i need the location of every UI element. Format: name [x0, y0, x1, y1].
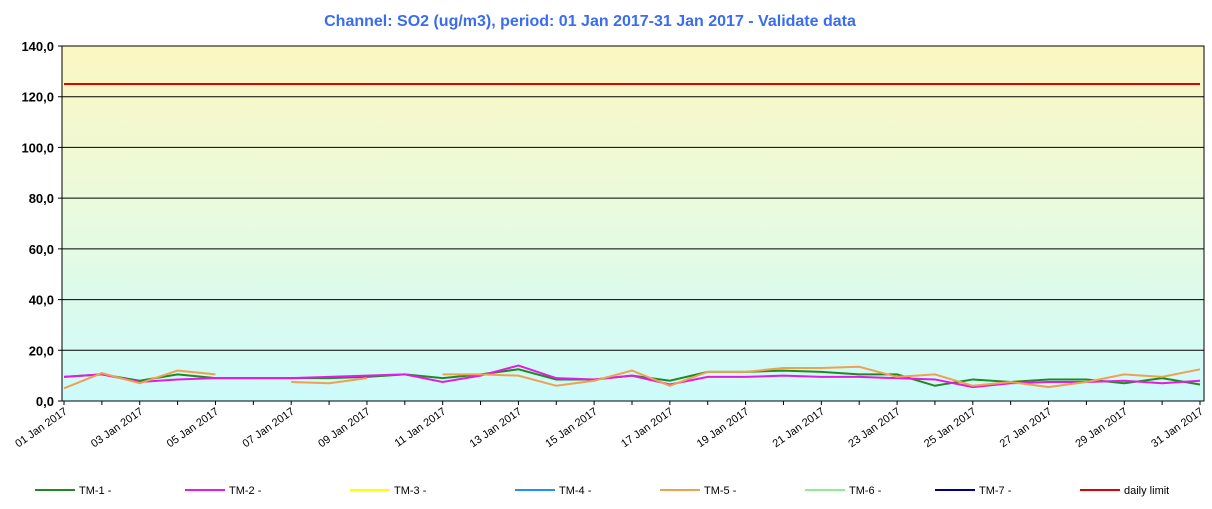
plot-area: [61, 45, 1205, 402]
y-tick-label: 20,0: [29, 343, 54, 358]
y-tick-label: 0,0: [36, 394, 54, 409]
x-tick-label: 05 Jan 2017: [165, 406, 221, 451]
x-tick-label: 19 Jan 2017: [695, 406, 751, 451]
x-tick-label: 25 Jan 2017: [922, 406, 978, 451]
series-line: [63, 364, 1201, 389]
legend-label: TM-1 -: [79, 485, 112, 497]
x-tick-label: 07 Jan 2017: [240, 406, 296, 451]
x-tick-label: 29 Jan 2017: [1073, 406, 1129, 451]
chart-title: Channel: SO2 (ug/m3), period: 01 Jan 201…: [324, 13, 856, 30]
x-tick-label: 15 Jan 2017: [543, 406, 599, 451]
x-tick-label: 17 Jan 2017: [619, 406, 675, 451]
legend-label: TM-7 -: [979, 485, 1012, 497]
y-tick-label: 100,0: [21, 140, 54, 155]
x-tick-label: 03 Jan 2017: [89, 406, 145, 451]
y-tick-label: 140,0: [21, 39, 54, 54]
y-tick-label: 80,0: [29, 191, 54, 206]
legend-label: TM-5 -: [704, 485, 737, 497]
legend-label: TM-2 -: [229, 485, 262, 497]
y-tick-label: 120,0: [21, 90, 54, 105]
x-tick-label: 09 Jan 2017: [316, 406, 372, 451]
x-tick-label: 31 Jan 2017: [1149, 406, 1205, 451]
series-line: [63, 365, 1201, 390]
legend-label: TM-4 -: [559, 485, 592, 497]
y-tick-label: 40,0: [29, 293, 54, 308]
x-tick-label: 13 Jan 2017: [468, 406, 524, 451]
x-tick-label: 23 Jan 2017: [846, 406, 902, 451]
x-tick-label: 27 Jan 2017: [998, 406, 1054, 451]
legend-label: TM-6 -: [849, 485, 882, 497]
x-tick-label: 21 Jan 2017: [771, 406, 827, 451]
y-tick-label: 60,0: [29, 242, 54, 257]
x-tick-label: 11 Jan 2017: [393, 406, 449, 450]
x-tick-label: 01 Jan 2017: [13, 406, 69, 451]
legend-label: TM-3 -: [394, 485, 427, 497]
legend-label: daily limit: [1124, 485, 1169, 497]
